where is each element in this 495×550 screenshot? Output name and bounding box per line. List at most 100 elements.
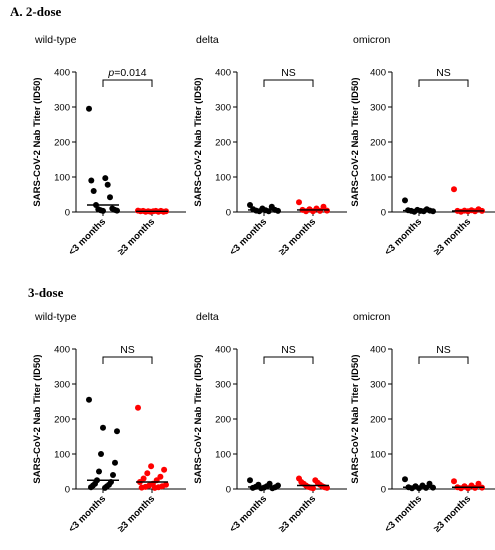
y-tick-label: 0 xyxy=(65,485,70,496)
data-point xyxy=(104,181,111,188)
data-point xyxy=(458,208,464,215)
data-point xyxy=(135,404,141,411)
y-tick-label: 100 xyxy=(215,450,231,461)
data-point xyxy=(86,105,92,112)
y-tick-label: 100 xyxy=(215,173,231,184)
y-axis-label: SARS-CoV-2 Nab Titer (ID50) xyxy=(350,354,361,483)
y-axis-label: SARS-CoV-2 Nab Titer (ID50) xyxy=(193,77,204,206)
panel-title: delta xyxy=(196,311,219,323)
chart-panel: delta SARS-CoV-2 Nab Titer (ID50) 0 100 200 3… xyxy=(193,34,347,258)
data-point xyxy=(317,207,323,214)
y-tick-label: 200 xyxy=(215,138,231,149)
x-tick-label: ≥3 months xyxy=(116,493,157,534)
data-point xyxy=(138,484,145,491)
data-point xyxy=(416,485,422,492)
y-tick-label: 400 xyxy=(54,68,70,79)
y-axis-label: SARS-CoV-2 Nab Titer (ID50) xyxy=(32,77,43,206)
data-point xyxy=(324,207,330,214)
y-tick-label: 400 xyxy=(370,68,386,79)
data-point xyxy=(98,451,104,457)
data-point xyxy=(88,177,95,184)
data-point xyxy=(107,194,113,201)
x-tick-label: <3 months xyxy=(67,216,109,258)
y-tick-label: 400 xyxy=(54,345,70,356)
y-tick-label: 100 xyxy=(54,173,70,184)
y-tick-label: 0 xyxy=(381,485,386,496)
data-point xyxy=(148,463,155,470)
significance-bracket xyxy=(418,79,469,87)
y-tick-label: 300 xyxy=(54,103,70,114)
significance-label: NS xyxy=(281,67,296,79)
data-point xyxy=(426,480,433,487)
chart-panel: omicron SARS-CoV-2 Nab Titer (ID50) 0 100 20… xyxy=(350,34,495,258)
x-tick-label: ≥3 months xyxy=(432,216,473,257)
data-point xyxy=(451,478,457,485)
y-tick-label: 200 xyxy=(215,415,231,426)
data-point xyxy=(451,186,457,193)
data-point xyxy=(86,396,92,403)
chart-panel: omicron SARS-CoV-2 Nab Titer (ID50) 0 100 20… xyxy=(350,311,495,535)
data-point xyxy=(151,484,158,491)
y-tick-label: 400 xyxy=(215,68,231,79)
significance-bracket xyxy=(263,356,314,364)
data-point xyxy=(320,203,327,210)
data-point xyxy=(411,208,418,215)
y-tick-label: 100 xyxy=(54,450,70,461)
data-point xyxy=(458,485,464,492)
data-point xyxy=(102,175,109,182)
section-title-3-dose: 3-dose xyxy=(28,285,64,300)
y-tick-label: 200 xyxy=(54,415,70,426)
y-tick-label: 400 xyxy=(370,345,386,356)
data-point xyxy=(402,197,408,204)
x-tick-label: <3 months xyxy=(67,493,109,535)
significance-label: p=0.014 xyxy=(107,67,146,79)
panel-title: omicron xyxy=(353,311,391,323)
x-tick-label: <3 months xyxy=(383,493,425,535)
data-point xyxy=(110,472,116,478)
data-point xyxy=(409,485,415,492)
data-point xyxy=(310,485,316,492)
x-tick-label: <3 months xyxy=(228,493,270,535)
significance-label: NS xyxy=(436,344,451,356)
data-point xyxy=(402,476,408,483)
chart-panel: wild-type SARS-CoV-2 Nab Titer (ID50) 0 100… xyxy=(32,34,186,258)
data-point xyxy=(144,470,151,477)
y-tick-label: 100 xyxy=(370,450,386,461)
data-point xyxy=(249,484,256,491)
data-point xyxy=(90,188,97,194)
section-title-2-dose: A. 2-dose xyxy=(10,4,62,19)
y-tick-label: 200 xyxy=(370,415,386,426)
x-tick-label: <3 months xyxy=(383,216,425,258)
data-point xyxy=(296,199,302,206)
y-tick-label: 300 xyxy=(54,380,70,391)
y-tick-label: 0 xyxy=(381,208,386,219)
data-point xyxy=(275,207,281,214)
data-point xyxy=(465,485,471,492)
significance-bracket xyxy=(418,356,469,364)
data-point xyxy=(112,459,118,466)
data-point xyxy=(102,484,108,491)
x-tick-label: ≥3 months xyxy=(116,216,157,257)
data-point xyxy=(247,477,253,484)
y-axis-label: SARS-CoV-2 Nab Titer (ID50) xyxy=(32,354,43,483)
y-tick-label: 0 xyxy=(226,485,231,496)
y-tick-label: 200 xyxy=(370,138,386,149)
significance-label: NS xyxy=(436,67,451,79)
significance-bracket xyxy=(102,79,153,87)
x-tick-label: ≥3 months xyxy=(277,493,318,534)
data-point xyxy=(475,480,482,487)
y-tick-label: 300 xyxy=(215,103,231,114)
y-axis-label: SARS-CoV-2 Nab Titer (ID50) xyxy=(193,354,204,483)
y-tick-label: 200 xyxy=(54,138,70,149)
panel-title: wild-type xyxy=(34,34,77,46)
data-point xyxy=(100,207,106,214)
data-point xyxy=(96,468,102,475)
y-axis-label: SARS-CoV-2 Nab Titer (ID50) xyxy=(350,77,361,206)
panel-title: delta xyxy=(196,34,219,46)
panels: wild-type SARS-CoV-2 Nab Titer (ID50) 0 100… xyxy=(32,34,495,535)
data-point xyxy=(324,484,330,491)
y-tick-label: 100 xyxy=(370,173,386,184)
panel-title: wild-type xyxy=(34,311,77,323)
significance-bracket xyxy=(263,79,314,87)
